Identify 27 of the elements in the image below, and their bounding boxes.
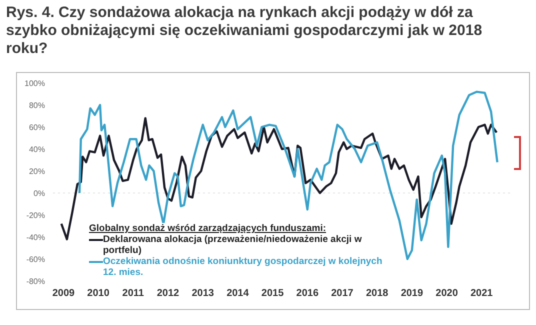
x-tick-label: 2014 bbox=[226, 288, 250, 300]
x-tick-label: 2021 bbox=[470, 288, 494, 300]
x-tick-label: 2011 bbox=[122, 288, 144, 300]
legend-title: Globalny sondaż wśród zarządzających funduszami: bbox=[89, 223, 328, 234]
y-tick-label: -20% bbox=[26, 210, 45, 220]
y-tick-label: 20% bbox=[28, 166, 45, 176]
x-tick-label: 2012 bbox=[156, 288, 180, 300]
legend-label: Deklarowana alokacja (przeważenie/niedoważenie akcji w portfelu) bbox=[103, 234, 363, 256]
x-tick-label: 2018 bbox=[366, 288, 389, 300]
x-tick-label: 2019 bbox=[400, 288, 424, 300]
x-tick-label: 2016 bbox=[296, 288, 319, 300]
y-tick-label: -60% bbox=[26, 254, 45, 264]
x-tick-label: 2020 bbox=[436, 288, 458, 300]
y-tick-label: 0% bbox=[33, 188, 45, 198]
y-tick-label: 80% bbox=[28, 100, 45, 110]
x-tick-label: 2015 bbox=[261, 288, 284, 300]
y-tick-label: 40% bbox=[28, 144, 45, 154]
y-tick-label: -40% bbox=[26, 232, 45, 242]
x-tick-label: 2009 bbox=[52, 288, 76, 300]
y-tick-label: -80% bbox=[26, 276, 45, 286]
y-tick-label: 100% bbox=[24, 78, 45, 88]
y-tick-label: 60% bbox=[28, 122, 45, 132]
x-tick-label: 2013 bbox=[192, 288, 214, 300]
x-tick-label: 2017 bbox=[331, 288, 354, 300]
legend-label: Oczekiwania odnośnie koniunktury gospodarczej w kolejnych 12. mies. bbox=[103, 256, 384, 278]
chart-title: Rys. 4. Czy sondażowa alokacja na rynkach akcji podąży w dół za szybko obniżającymi się oczekiwaniami gospodarczymi jak w 2018 roku? bbox=[6, 4, 484, 58]
x-tick-label: 2010 bbox=[87, 288, 110, 300]
